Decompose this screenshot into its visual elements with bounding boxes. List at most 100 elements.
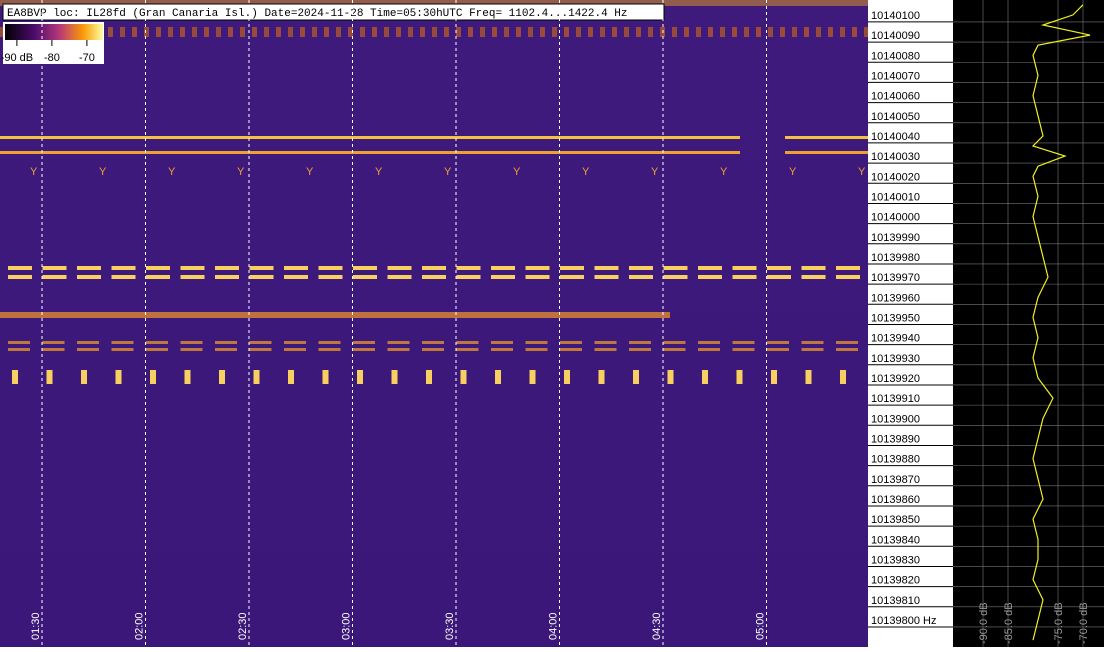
signal-block <box>215 275 239 279</box>
signal-block <box>560 275 584 279</box>
signal-block <box>736 370 743 384</box>
signal-block <box>663 348 686 351</box>
signal-block <box>422 348 444 351</box>
y-tick-label: 10140060 <box>871 91 920 103</box>
signal-block <box>318 341 341 344</box>
signal-band <box>0 0 868 6</box>
signal-block <box>594 341 617 344</box>
y-tick-label: 10140100 <box>871 10 920 22</box>
y-tick-label: 10140010 <box>871 191 920 203</box>
y-tick-label: 10139880 <box>871 454 920 466</box>
signal-dash <box>360 27 365 37</box>
signal-dash <box>864 27 869 37</box>
y-tick-label: 10139890 <box>871 433 920 445</box>
signal-block <box>767 348 789 351</box>
signal-dash <box>456 27 461 37</box>
title-box <box>2 3 665 21</box>
signal-block <box>357 370 363 384</box>
signal-block <box>180 348 203 351</box>
signal-block <box>732 341 755 344</box>
signal-block <box>801 266 826 270</box>
signal-dash <box>564 27 569 37</box>
signal-block <box>387 275 412 279</box>
y-tick-label: 10139800 Hz <box>871 615 936 627</box>
signal-block <box>387 348 410 351</box>
signal-block <box>253 370 260 384</box>
signal-block <box>456 266 481 270</box>
signal-dash <box>144 27 149 37</box>
signal-mark: Y <box>99 166 107 178</box>
signal-dash <box>348 27 353 37</box>
signal-dash <box>252 27 257 37</box>
y-tick-label: 10139810 <box>871 595 920 607</box>
signal-dash <box>120 27 125 37</box>
signal-block <box>8 266 32 270</box>
signal-block <box>215 348 237 351</box>
signal-mark: Y <box>30 166 38 178</box>
y-tick-label: 10139970 <box>871 272 920 284</box>
signal-block <box>840 370 846 384</box>
signal-block <box>491 348 513 351</box>
signal-block <box>801 341 824 344</box>
signal-block <box>422 341 444 344</box>
y-tick-label: 10139930 <box>871 353 920 365</box>
signal-dash <box>468 27 473 37</box>
signal-block <box>42 275 67 279</box>
y-tick-label: 10139950 <box>871 312 920 324</box>
signal-block <box>318 266 343 270</box>
signal-dash <box>504 27 509 37</box>
signal-block <box>801 275 826 279</box>
signal-block <box>353 266 377 270</box>
signal-dash <box>696 27 701 37</box>
signal-block <box>629 266 653 270</box>
signal-dash <box>816 27 821 37</box>
signal-block <box>249 266 274 270</box>
signal-dash <box>408 27 413 37</box>
signal-block <box>629 341 651 344</box>
signal-block <box>111 341 134 344</box>
spectrogram <box>0 0 868 647</box>
y-tick-label: 10139940 <box>871 333 920 345</box>
x-tick-label: 04:00 <box>548 612 560 640</box>
signal-block <box>42 266 67 270</box>
signal-block <box>495 370 501 384</box>
y-tick-label: 10139830 <box>871 554 920 566</box>
signal-block <box>805 370 812 384</box>
signal-block <box>663 341 686 344</box>
signal-dash <box>732 27 737 37</box>
x-tick-label: 02:30 <box>237 612 249 640</box>
signal-mark: Y <box>237 166 245 178</box>
signal-block <box>732 266 757 270</box>
y-tick-label: 10140070 <box>871 70 920 82</box>
spectrum-tick-label: -70.0 dB <box>1078 602 1090 644</box>
signal-block <box>249 348 272 351</box>
signal-block <box>146 266 170 270</box>
signal-block <box>184 370 191 384</box>
signal-dash <box>444 27 449 37</box>
signal-dash <box>828 27 833 37</box>
signal-dash <box>336 27 341 37</box>
signal-block <box>353 348 375 351</box>
signal-dash <box>852 27 857 37</box>
signal-mark: Y <box>375 166 383 178</box>
signal-mark: Y <box>306 166 314 178</box>
signal-dash <box>108 27 113 37</box>
signal-dash <box>432 27 437 37</box>
signal-dash <box>228 27 233 37</box>
signal-dash <box>420 27 425 37</box>
signal-block <box>801 348 824 351</box>
chart-title: EA8BVP loc: IL28fd (Gran Canaria Isl.) D… <box>7 8 628 20</box>
signal-dash <box>156 27 161 37</box>
signal-block <box>77 275 101 279</box>
signal-dash <box>264 27 269 37</box>
signal-block <box>146 348 168 351</box>
signal-dash <box>588 27 593 37</box>
signal-block <box>180 275 205 279</box>
signal-block <box>564 370 570 384</box>
y-tick-label: 10139900 <box>871 413 920 425</box>
signal-mark: Y <box>513 166 521 178</box>
signal-dash <box>600 27 605 37</box>
signal-block <box>8 348 30 351</box>
x-tick-label: 03:00 <box>341 612 353 640</box>
